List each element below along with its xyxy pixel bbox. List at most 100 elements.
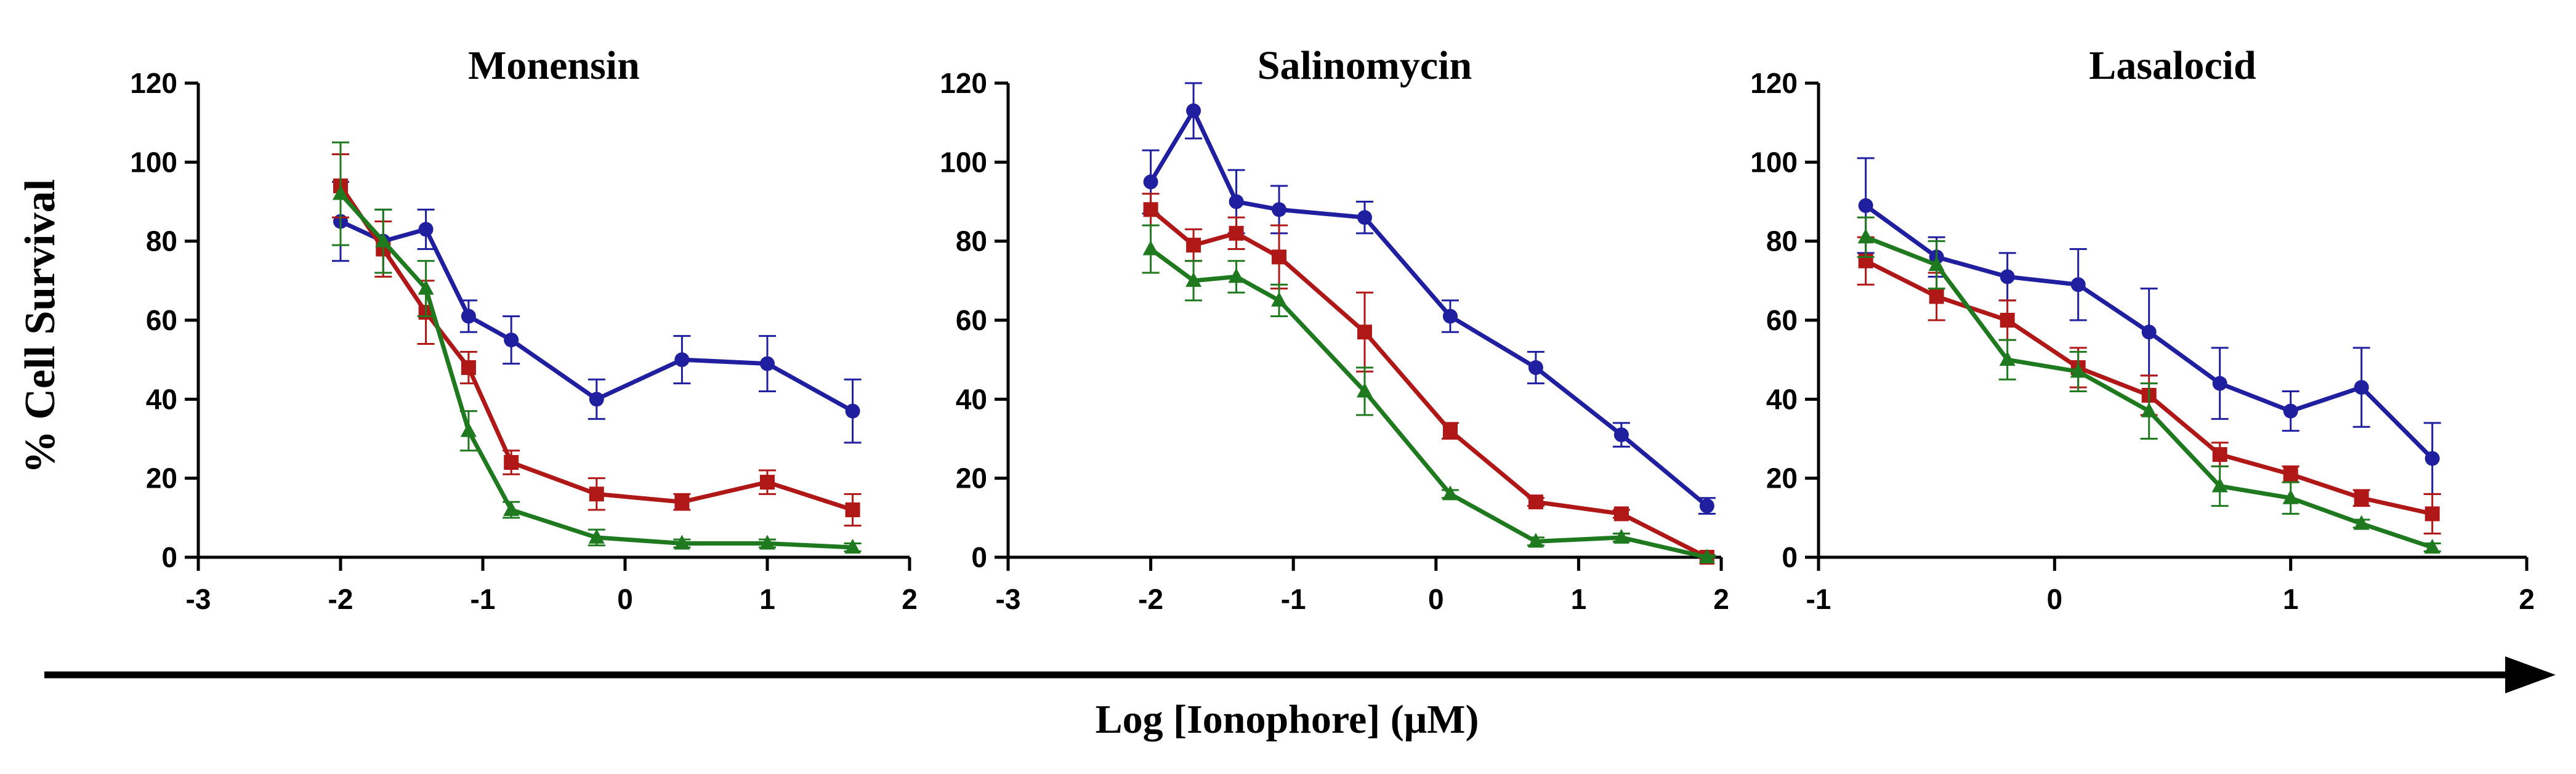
chart-title: Lasalocid [2089, 43, 2256, 88]
data-point [2211, 477, 2228, 493]
data-point [1528, 494, 1543, 510]
data-point [1999, 351, 2016, 366]
y-tick-label: 40 [956, 383, 987, 415]
data-point [1929, 289, 1944, 304]
data-point [588, 528, 605, 544]
data-point [674, 534, 690, 550]
data-point [760, 475, 775, 490]
y-tick-label: 60 [1766, 304, 1798, 336]
x-tick-label: 1 [1571, 583, 1587, 615]
x-tick-label: -2 [328, 583, 353, 615]
series-green [1857, 216, 2441, 554]
y-tick-label: 100 [1750, 146, 1798, 178]
data-point [1272, 202, 1287, 217]
data-point [333, 185, 349, 200]
x-tick-label: 2 [2519, 583, 2535, 615]
data-point [418, 222, 434, 237]
data-point [1928, 256, 1945, 272]
data-point [2283, 467, 2298, 482]
data-point [375, 232, 392, 248]
data-point [1699, 498, 1714, 514]
data-point [1142, 240, 1159, 256]
data-point [844, 538, 861, 554]
x-tick-label: -1 [470, 583, 496, 615]
data-point [1357, 210, 1372, 225]
data-point [589, 392, 604, 407]
x-tick-label: 1 [759, 583, 775, 615]
chart-panel-monensin: Monensin 0 20 40 60 80 100 120 -3 -2 -1 0 1 2 [130, 43, 918, 615]
data-point [2425, 506, 2440, 522]
data-point [2070, 277, 2086, 292]
y-tick-label: 20 [146, 462, 177, 494]
data-point [1613, 528, 1629, 544]
data-point [2212, 376, 2227, 391]
y-tick-label: 0 [161, 541, 177, 573]
series-blue [1857, 157, 2441, 495]
data-point [1185, 272, 1202, 287]
y-tick-label: 120 [130, 67, 177, 99]
series-blue [1142, 82, 1716, 515]
y-tick-label: 80 [956, 225, 987, 257]
y-tick-label: 80 [1766, 225, 1798, 257]
data-point [2354, 490, 2369, 506]
data-point [674, 494, 690, 510]
y-tick-label: 0 [1782, 541, 1798, 573]
data-point [1613, 427, 1629, 443]
data-point [2000, 269, 2015, 284]
data-point [460, 422, 477, 437]
x-tick-label: -3 [996, 583, 1021, 615]
data-point [1357, 325, 1372, 340]
data-point [2424, 538, 2441, 554]
data-point [760, 356, 775, 371]
data-point [504, 333, 519, 348]
data-point [461, 360, 476, 375]
y-tick-label: 20 [956, 462, 987, 494]
data-point [504, 455, 519, 470]
data-point [503, 501, 520, 516]
chart-title: Salinomycin [1258, 43, 1472, 88]
data-point [1357, 382, 1373, 398]
data-point [1613, 506, 1629, 522]
data-point [2070, 363, 2086, 378]
data-point [845, 502, 860, 517]
data-point [1143, 174, 1158, 190]
data-point [2353, 515, 2370, 530]
data-point [2283, 403, 2298, 419]
y-tick-label: 40 [1766, 383, 1798, 415]
data-point [1528, 360, 1543, 375]
data-point [1442, 485, 1458, 501]
x-tick-label: 0 [617, 583, 633, 615]
series-green [332, 141, 862, 554]
y-tick-label: 60 [956, 304, 987, 336]
x-tick-label: 2 [902, 583, 918, 615]
data-point [1442, 423, 1458, 438]
data-point [418, 280, 434, 295]
y-tick-label: 100 [940, 146, 987, 178]
y-tick-label: 120 [940, 67, 987, 99]
data-point [759, 534, 775, 550]
y-tick-label: 120 [1750, 67, 1798, 99]
x-tick-label: -1 [1281, 583, 1306, 615]
x-tick-label: -1 [1806, 583, 1831, 615]
data-point [1229, 194, 1244, 209]
data-point [1186, 238, 1201, 253]
series-blue [332, 180, 862, 444]
series-green [1142, 224, 1716, 563]
data-point [2212, 447, 2227, 462]
y-tick-label: 40 [146, 383, 177, 415]
data-point [1527, 533, 1544, 548]
data-point [1186, 103, 1201, 118]
data-point [2000, 313, 2015, 328]
x-tick-label: -2 [1138, 583, 1163, 615]
series-line-red [339, 184, 854, 512]
data-point [461, 308, 476, 324]
data-point [674, 352, 690, 368]
y-tick-label: 100 [130, 146, 177, 178]
data-point [1858, 198, 1873, 213]
data-point [1228, 268, 1245, 283]
data-point [1857, 228, 1874, 244]
chart-panel-salinomycin: Salinomycin 0 20 40 60 80 100 120 -3 -2 -1 0 1 2 [940, 43, 1729, 615]
